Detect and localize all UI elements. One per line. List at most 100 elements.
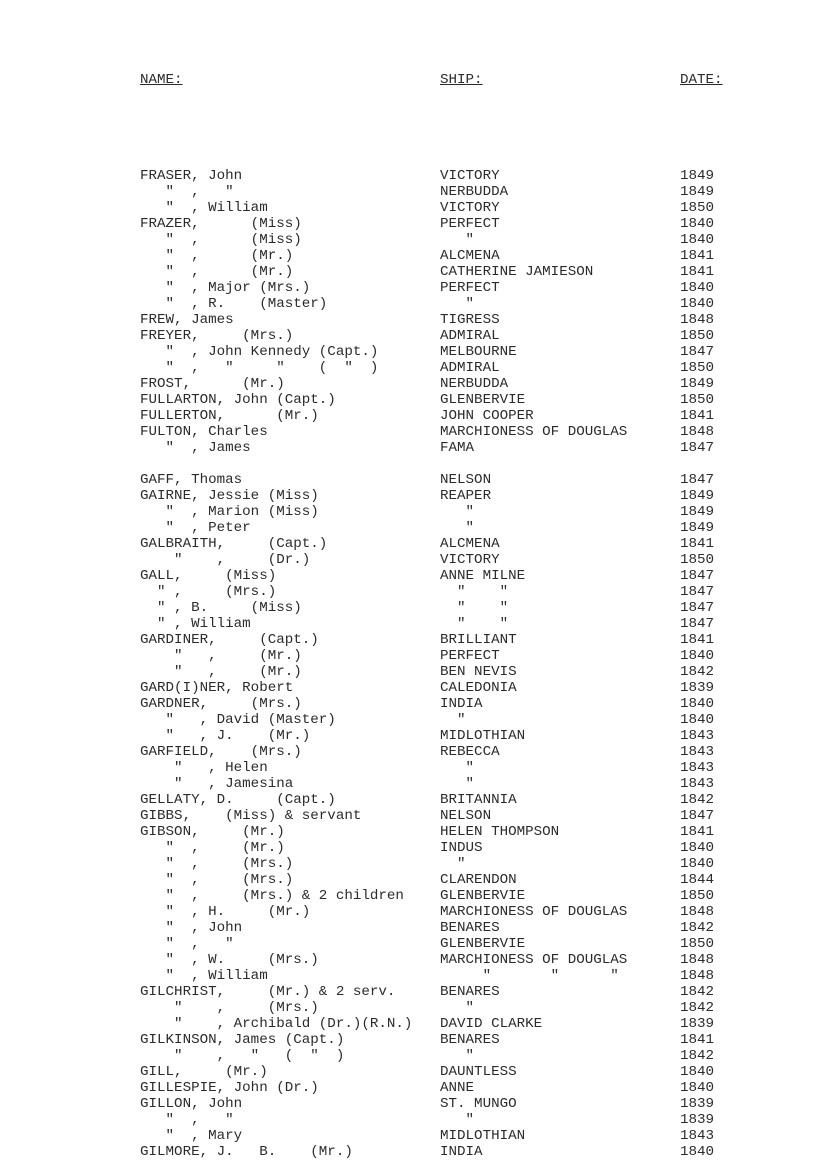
cell-ship: ST. MUNGO [440,1096,680,1112]
cell-date: 1840 [680,1144,740,1160]
cell-date: 1847 [680,584,740,600]
header-date: DATE: [680,72,723,88]
cell-date: 1841 [680,264,740,280]
table-row: " , (Mrs.) & 2 childrenGLENBERVIE1850 [140,888,816,904]
cell-ship: REAPER [440,488,680,504]
table-row: " , Helen "1843 [140,760,816,776]
cell-name: FRASER, John [140,168,440,184]
cell-ship: TIGRESS [440,312,680,328]
cell-date: 1850 [680,552,740,568]
cell-name: " , (Mr.) [140,264,440,280]
cell-date: 1841 [680,408,740,424]
cell-date: 1840 [680,280,740,296]
cell-name: " , " " ( " ) [140,360,440,376]
cell-date: 1840 [680,696,740,712]
cell-date: 1850 [680,888,740,904]
cell-date: 1847 [680,568,740,584]
cell-name: " , James [140,440,440,456]
table-row: " , Marion (Miss) "1849 [140,504,816,520]
table-row: " , JamesFAMA1847 [140,440,816,456]
cell-date: 1850 [680,200,740,216]
table-row: GILCHRIST, (Mr.) & 2 serv.BENARES1842 [140,984,816,1000]
table-row: " , David (Master) "1840 [140,712,816,728]
cell-name: GAFF, Thomas [140,472,440,488]
cell-ship: INDIA [440,696,680,712]
cell-ship: PERFECT [440,216,680,232]
cell-name: GELLATY, D. (Capt.) [140,792,440,808]
cell-date: 1843 [680,744,740,760]
cell-name: " , Major (Mrs.) [140,280,440,296]
cell-name: " , (Mrs.) [140,856,440,872]
table-row: " , William " " "1848 [140,968,816,984]
table-row: " , (Mr.)INDUS1840 [140,840,816,856]
cell-name: GILLESPIE, John (Dr.) [140,1080,440,1096]
cell-name: FULTON, Charles [140,424,440,440]
cell-name: " , William [140,968,440,984]
cell-name: GALBRAITH, (Capt.) [140,536,440,552]
cell-ship: NERBUDDA [440,376,680,392]
table-row: " , Archibald (Dr.)(R.N.)DAVID CLARKE183… [140,1016,816,1032]
table-row: " , W. (Mrs.)MARCHIONESS OF DOUGLAS1848 [140,952,816,968]
cell-date: 1840 [680,840,740,856]
table-row: " , (Mrs.) "1840 [140,856,816,872]
cell-ship: NELSON [440,808,680,824]
cell-ship: PERFECT [440,648,680,664]
cell-name: " , " [140,184,440,200]
cell-date: 1840 [680,712,740,728]
cell-date: 1847 [680,808,740,824]
cell-name: " , R. (Master) [140,296,440,312]
cell-name: " , B. (Miss) [140,600,440,616]
table-row: GALBRAITH, (Capt.)ALCMENA1841 [140,536,816,552]
table-row: FROST, (Mr.)NERBUDDA1849 [140,376,816,392]
table-row: " , " "1839 [140,1112,816,1128]
cell-ship: " [440,504,680,520]
cell-date: 1849 [680,520,740,536]
table-row: " , JohnBENARES1842 [140,920,816,936]
table-row: GAFF, ThomasNELSON1847 [140,472,816,488]
cell-date: 1849 [680,504,740,520]
cell-date: 1848 [680,968,740,984]
cell-date: 1843 [680,760,740,776]
cell-name: GALL, (Miss) [140,568,440,584]
cell-ship: " " " [440,968,680,984]
table-row: GARDINER, (Capt.)BRILLIANT1841 [140,632,816,648]
cell-ship: JOHN COOPER [440,408,680,424]
cell-name: " , John Kennedy (Capt.) [140,344,440,360]
cell-date: 1841 [680,824,740,840]
cell-date: 1850 [680,328,740,344]
cell-name: " , H. (Mr.) [140,904,440,920]
cell-ship: PERFECT [440,280,680,296]
cell-name: FULLERTON, (Mr.) [140,408,440,424]
header-row: NAME: SHIP: DATE: [140,72,816,88]
cell-date: 1844 [680,872,740,888]
cell-ship: ADMIRAL [440,328,680,344]
cell-name: " , (Mr.) [140,248,440,264]
cell-name: FROST, (Mr.) [140,376,440,392]
cell-name: GILKINSON, James (Capt.) [140,1032,440,1048]
cell-ship: BENARES [440,920,680,936]
cell-name: GIBSON, (Mr.) [140,824,440,840]
cell-ship: " " [440,616,680,632]
cell-ship: " [440,1000,680,1016]
cell-name: " , (Mrs.) [140,1000,440,1016]
cell-ship: DAUNTLESS [440,1064,680,1080]
header-ship: SHIP: [440,72,483,88]
cell-name: " , Peter [140,520,440,536]
cell-name: FRAZER, (Miss) [140,216,440,232]
table-row: FREW, JamesTIGRESS1848 [140,312,816,328]
cell-name: " , " [140,1112,440,1128]
cell-name: GARD(I)NER, Robert [140,680,440,696]
cell-date: 1849 [680,376,740,392]
cell-ship: " [440,232,680,248]
cell-name: GILLON, John [140,1096,440,1112]
cell-ship: ADMIRAL [440,360,680,376]
cell-ship: VICTORY [440,200,680,216]
table-row: " , (Mrs.)CLARENDON1844 [140,872,816,888]
cell-name: " , William [140,200,440,216]
table-row: " , MaryMIDLOTHIAN1843 [140,1128,816,1144]
table-row: GILKINSON, James (Capt.)BENARES1841 [140,1032,816,1048]
cell-ship: ANNE [440,1080,680,1096]
cell-name: " , (Mrs.) & 2 children [140,888,440,904]
cell-ship: NELSON [440,472,680,488]
cell-date: 1848 [680,312,740,328]
